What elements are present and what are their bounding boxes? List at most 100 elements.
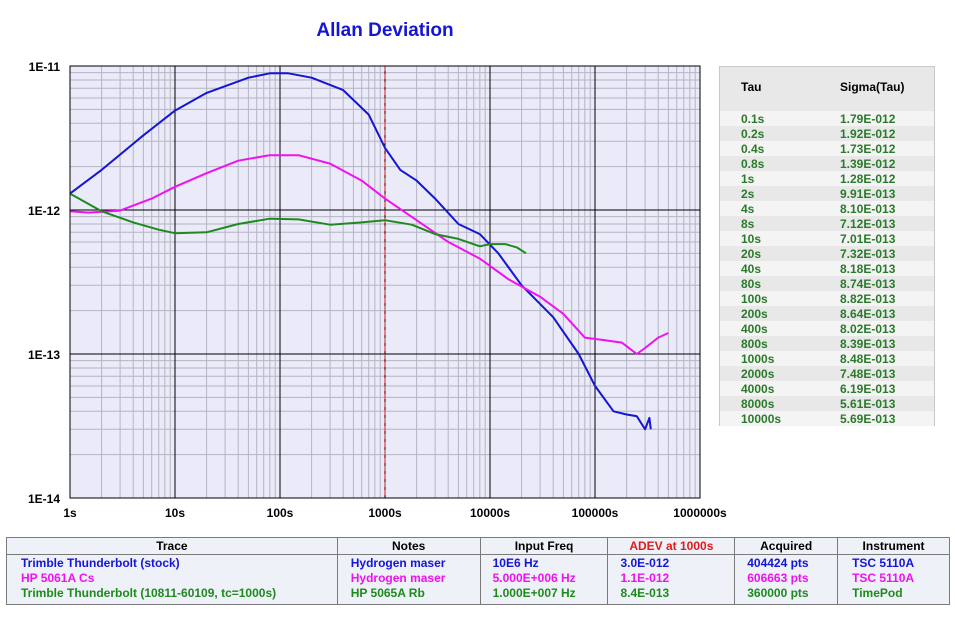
x-tick-label: 1000000s	[673, 506, 727, 520]
header-trace: Trace	[6, 537, 338, 555]
y-tick-label: 1E-11	[29, 60, 61, 74]
header-input-freq: Input Freq	[479, 537, 609, 555]
sigma-value: 5.61E-013	[840, 397, 896, 411]
tau-value: 0.1s	[741, 112, 765, 126]
tau-row: 80s 8.74E-013	[720, 276, 934, 291]
input-freq-column: 10E6 Hz 5.000E+006 Hz 1.000E+007 Hz	[479, 554, 609, 605]
adev-value: 1.1E-012	[620, 571, 670, 585]
trace-name: Trimble Thunderbolt (stock)	[21, 556, 180, 570]
sigma-value: 7.01E-013	[840, 232, 896, 246]
tau-value: 8000s	[741, 397, 775, 411]
tau-value: 40s	[741, 262, 762, 276]
tau-value: 10000s	[741, 412, 782, 426]
x-tick-label: 100000s	[572, 506, 619, 520]
tau-value: 1s	[741, 172, 755, 186]
header-adev: ADEV at 1000s	[607, 537, 736, 555]
x-tick-labels: 1s 10s 100s 1000s 10000s 100000s 1000000s	[63, 506, 727, 520]
tau-header: Tau	[741, 80, 762, 94]
sigma-value: 8.10E-013	[840, 202, 896, 216]
tau-row: 40s 8.18E-013	[720, 261, 934, 276]
tau-row: 8000s 5.61E-013	[720, 396, 934, 411]
series-lines	[69, 72, 669, 431]
adev-column: 3.0E-012 1.1E-012 8.4E-013	[607, 554, 736, 605]
sigma-value: 9.91E-013	[840, 187, 896, 201]
sigma-value: 1.39E-012	[840, 157, 896, 171]
sigma-value: 6.19E-013	[840, 382, 896, 396]
tau-row: 10s 7.01E-013	[720, 231, 934, 246]
x-tick-label: 10000s	[470, 506, 510, 520]
instrument-column: TSC 5110A TSC 5110A TimePod	[837, 554, 950, 605]
tau-row: 0.1s 1.79E-012	[720, 111, 934, 126]
acquired-value: 360000 pts	[747, 586, 809, 600]
sigma-value: 7.32E-013	[840, 247, 896, 261]
trace-name: Trimble Thunderbolt (10811-60109, tc=100…	[21, 586, 277, 600]
trace-legend-table: Trace Notes Input Freq ADEV at 1000s Acq…	[6, 537, 950, 605]
tau-value: 80s	[741, 277, 762, 291]
sigma-value: 7.48E-013	[840, 367, 896, 381]
sigma-header: Sigma(Tau)	[840, 80, 905, 94]
sigma-value: 8.74E-013	[840, 277, 896, 291]
header-instrument: Instrument	[837, 537, 950, 555]
sigma-value: 1.28E-012	[840, 172, 896, 186]
acquired-value: 404424 pts	[747, 556, 809, 570]
instrument-value: TSC 5110A	[852, 571, 915, 585]
tau-row: 800s 8.39E-013	[720, 336, 934, 351]
y-tick-labels: 1E-11 1E-12 1E-13 1E-14	[28, 60, 60, 506]
tau-table-header: Tau Sigma(Tau)	[720, 80, 934, 100]
x-tick-label: 1s	[63, 506, 77, 520]
legend-body-row: Trimble Thunderbolt (stock) HP 5061A Cs Tr…	[6, 554, 950, 605]
tau-value: 8s	[741, 217, 755, 231]
notes-value: Hydrogen maser	[350, 571, 446, 585]
tau-row: 0.4s 1.73E-012	[720, 141, 934, 156]
tau-value: 2s	[741, 187, 755, 201]
notes-column: Hydrogen maser Hydrogen maser HP 5065A Rb	[336, 554, 481, 605]
tau-sigma-panel: Tau Sigma(Tau) 0.1s 1.79E-012 0.2s 1.92E-01…	[719, 66, 935, 426]
plot-frame	[69, 65, 701, 499]
y-tick-label: 1E-12	[28, 204, 60, 218]
sigma-value: 1.73E-012	[840, 142, 896, 156]
tau-value: 200s	[741, 307, 768, 321]
allan-deviation-plot: 1s 10s 100s 1000s 10000s 100000s 1000000s 1E-1…	[28, 60, 727, 520]
tau-value: 20s	[741, 247, 762, 261]
tau-value: 0.4s	[741, 142, 765, 156]
input-freq-value: 5.000E+006 Hz	[492, 571, 576, 585]
sigma-value: 1.79E-012	[840, 112, 896, 126]
sigma-value: 8.82E-013	[840, 292, 896, 306]
tau-value: 0.2s	[741, 127, 765, 141]
series-line-1	[69, 72, 652, 431]
input-freq-value: 10E6 Hz	[492, 556, 539, 570]
tau-value: 10s	[741, 232, 762, 246]
acquired-value: 606663 pts	[747, 571, 809, 585]
instrument-value: TimePod	[852, 586, 903, 600]
tau-row: 400s 8.02E-013	[720, 321, 934, 336]
tau-row: 100s 8.82E-013	[720, 291, 934, 306]
series-line-3	[69, 192, 527, 255]
tau-value: 0.8s	[741, 157, 765, 171]
tau-row: 8s 7.12E-013	[720, 216, 934, 231]
series-line-2	[69, 154, 669, 355]
tau-row: 0.8s 1.39E-012	[720, 156, 934, 171]
header-acquired: Acquired	[734, 537, 839, 555]
tau-row: 20s 7.32E-013	[720, 246, 934, 261]
tau-row: 4000s 6.19E-013	[720, 381, 934, 396]
tau-value: 1000s	[741, 352, 775, 366]
trace-column: Trimble Thunderbolt (stock) HP 5061A Cs Tr…	[6, 554, 338, 605]
tau-row: 2000s 7.48E-013	[720, 366, 934, 381]
sigma-value: 8.48E-013	[840, 352, 896, 366]
sigma-value: 1.92E-012	[840, 127, 896, 141]
sigma-value: 8.39E-013	[840, 337, 896, 351]
tau-row: 4s 8.10E-013	[720, 201, 934, 216]
adev-value: 8.4E-013	[620, 586, 670, 600]
header-notes: Notes	[336, 537, 481, 555]
sigma-value: 5.69E-013	[840, 412, 896, 426]
notes-value: HP 5065A Rb	[350, 586, 425, 600]
x-tick-label: 1000s	[368, 506, 402, 520]
tau-value: 400s	[741, 322, 768, 336]
tau-row: 200s 8.64E-013	[720, 306, 934, 321]
x-tick-label: 10s	[165, 506, 185, 520]
y-tick-label: 1E-13	[28, 348, 60, 362]
tau-value: 800s	[741, 337, 768, 351]
input-freq-value: 1.000E+007 Hz	[492, 586, 576, 600]
sigma-value: 8.02E-013	[840, 322, 896, 336]
tau-value: 4s	[741, 202, 755, 216]
